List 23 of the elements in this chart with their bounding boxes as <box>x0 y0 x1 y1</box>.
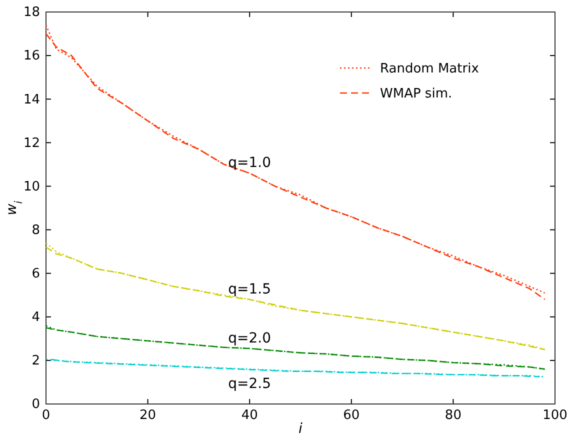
annotation: q=1.0 <box>228 155 272 172</box>
y-tick-label: 6 <box>32 266 40 282</box>
x-tick-label: 80 <box>444 408 462 424</box>
x-tick-label: 0 <box>42 408 50 424</box>
y-tick-label: 8 <box>32 222 40 238</box>
y-tick-label: 10 <box>23 179 40 194</box>
legend-label: Random Matrix <box>380 62 480 77</box>
y-tick-label: 0 <box>32 397 40 412</box>
legend-label: WMAP sim. <box>380 86 452 102</box>
y-tick-label: 14 <box>23 92 40 108</box>
y-tick-label: 2 <box>32 354 40 369</box>
y-tick-label: 16 <box>23 48 40 64</box>
x-tick-label: 40 <box>241 408 258 424</box>
y-tick-label: 4 <box>32 310 40 326</box>
x-tick-label: 100 <box>542 408 568 424</box>
x-tick-label: 20 <box>140 408 156 424</box>
x-axis-title: i <box>298 421 303 436</box>
y-tick-label: 18 <box>23 5 40 20</box>
x-tick-label: 60 <box>343 408 360 424</box>
y-tick-label: 12 <box>23 136 40 151</box>
annotation: q=2.0 <box>228 330 272 346</box>
annotation: q=1.5 <box>228 281 272 298</box>
annotation: q=2.5 <box>228 376 272 392</box>
